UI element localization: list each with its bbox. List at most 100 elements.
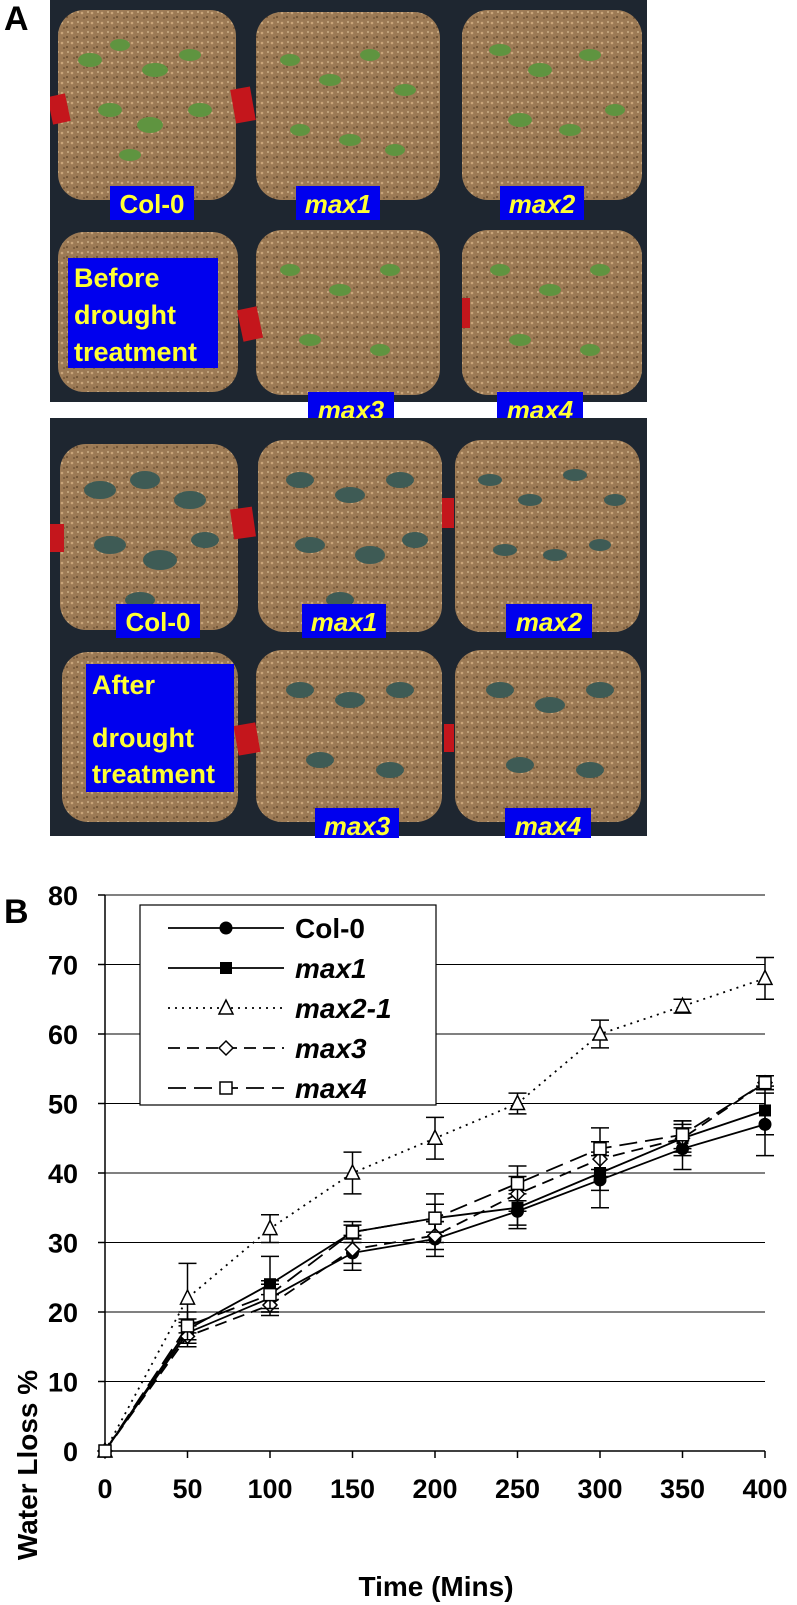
x-tick-label: 350 [660,1474,705,1504]
label-max4-after: max4 [515,811,582,838]
series-layer [96,956,774,1460]
y-tick-label: 50 [48,1090,78,1120]
series-line [104,1109,766,1452]
pot-max3-after [256,650,442,822]
x-tick-label: 200 [412,1474,457,1504]
legend-marker [220,962,232,974]
x-tick-label: 50 [172,1474,202,1504]
data-point [756,968,774,986]
x-tick-label: 400 [742,1474,787,1504]
data-point [675,1128,690,1142]
caption-before-line1: Before [74,263,160,293]
legend-marker [219,1081,233,1095]
pot-max2-after [455,440,640,632]
pot-col0-before [58,10,236,200]
y-tick-label: 70 [48,951,78,981]
data-point [98,1444,112,1458]
label-max2-before: max2 [509,189,576,219]
y-tick-label: 10 [48,1368,78,1398]
label-box-max2-before [500,186,584,220]
y-axis-label: Water Lloss % [12,1370,43,1560]
data-point [759,1104,771,1117]
legend-label: max4 [295,1073,367,1104]
y-tick-label: 20 [48,1298,78,1328]
caption-after-line1: After [92,670,155,700]
data-point [261,1218,279,1236]
label-box-col0-after [116,604,200,638]
pot-max4-after [455,650,641,822]
label-max2-after: max2 [516,607,583,637]
legend-item: max3 [168,1033,367,1064]
data-point [426,1128,444,1145]
label-max3-after: max3 [324,811,391,838]
y-tick-label: 80 [48,881,78,911]
pot-max4-before [462,230,642,395]
x-tick-label: 0 [97,1474,112,1504]
legend: Col-0 max1 max2-1 max3 max4 [139,904,437,1106]
caption-box-before [68,258,218,368]
pot-max1-after [258,440,442,632]
label-col0-before: Col-0 [120,189,185,219]
legend-item: max4 [168,1073,367,1104]
y-tick-label: 40 [48,1159,78,1189]
legend-item: max1 [168,953,367,984]
water-loss-chart: 0 10 20 30 40 50 60 70 80 0 50 100 150 200 250 300 350 4… [12,881,788,1602]
seedlings-before [78,39,625,356]
data-point [758,1075,772,1090]
caption-before-line3: treatment [74,337,197,367]
y-tick-label: 0 [63,1437,78,1467]
photo-panel: Col-0 max1 max2 max3 max4 Before drought… [50,0,647,838]
legend-label: Col-0 [295,913,365,944]
before-photo: Col-0 max1 max2 max3 max4 Before drought… [50,0,647,426]
legend-marker [217,1039,235,1057]
label-box-col0-before [110,186,194,220]
label-box-max1-after [302,604,386,638]
after-photo: Col-0 max1 max2 max3 max4 After drought … [50,418,647,838]
x-tick-label: 150 [330,1474,375,1504]
red-tags-after [50,498,454,756]
x-tick-labels: 0 50 100 150 200 250 300 350 400 [97,1474,787,1504]
plants-after [84,469,626,778]
label-max1-after: max1 [311,607,378,637]
panel-letter-b: B [4,893,29,931]
data-point [509,1093,526,1111]
y-tick-label: 30 [48,1229,78,1259]
data-point [179,1288,196,1305]
legend-marker [217,998,235,1015]
x-tick-label: 300 [577,1474,622,1504]
caption-box-after [86,664,234,792]
legend-label: max1 [295,953,367,984]
label-box-max3-after [315,808,399,838]
series-max4 [98,1074,774,1458]
red-tags-before [50,86,470,342]
data-point [591,1024,609,1041]
caption-before-line2: drought [74,300,176,330]
data-point [345,1225,360,1239]
data-point [180,1319,195,1333]
data-point [263,1287,277,1302]
legend-item: Col-0 [168,913,365,944]
legend-label: max2-1 [295,993,392,1024]
label-max1-before: max1 [305,189,372,219]
data-point [593,1141,607,1156]
series-line [104,1081,766,1452]
legend-marker [219,921,233,935]
label-col0-after: Col-0 [126,607,191,637]
x-tick-label: 250 [495,1474,540,1504]
caption-after-line2: drought [92,723,194,753]
label-box-max2-after [506,604,592,638]
data-point [344,1163,361,1180]
label-box-max4-after [505,808,591,838]
pot-max1-before [256,12,440,200]
series-Col-0 [98,1092,774,1458]
caption-after-line3: treatment [92,759,215,789]
x-tick-label: 100 [247,1474,292,1504]
data-point [510,1176,525,1191]
legend-item: max2-1 [168,993,392,1024]
data-point [674,996,691,1013]
legend-label: max3 [295,1033,367,1064]
panel-letter-a: A [4,0,29,38]
y-tick-label: 60 [48,1020,78,1050]
y-tick-labels: 0 10 20 30 40 50 60 70 80 [48,881,78,1467]
data-point [344,1241,361,1258]
